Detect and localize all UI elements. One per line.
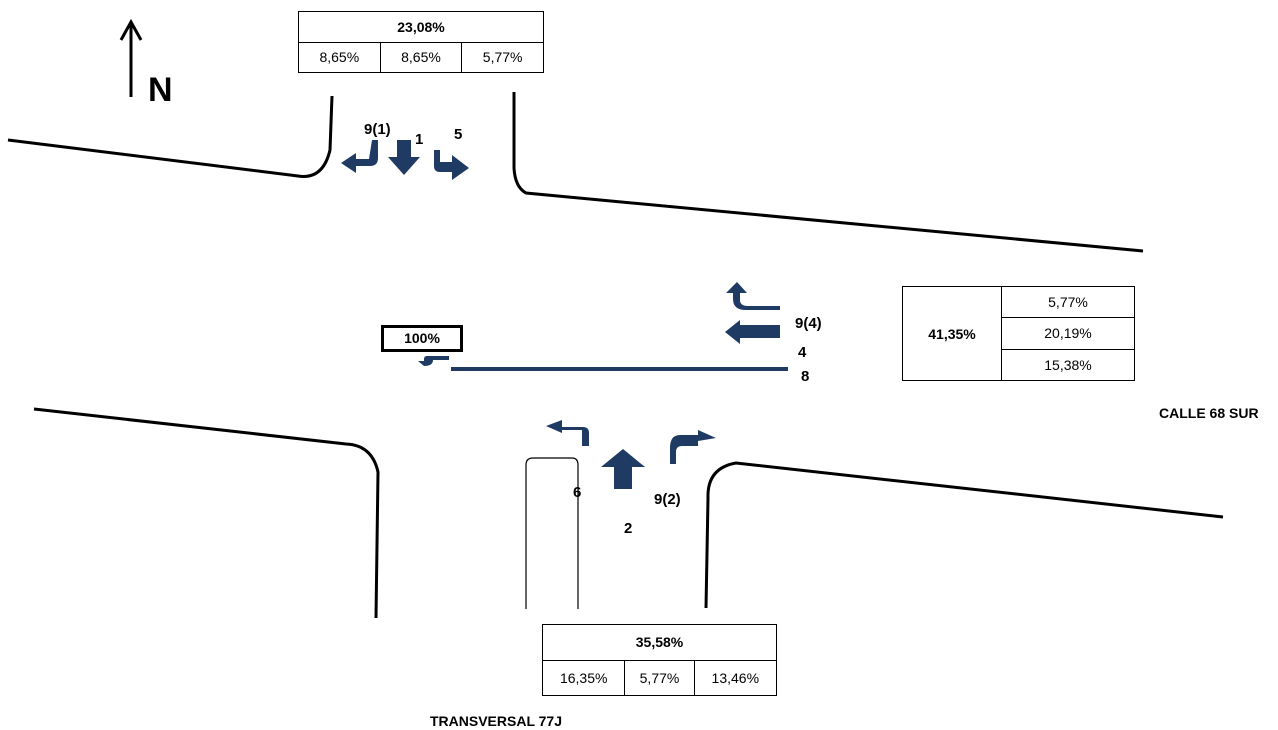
straight-arrow-icon <box>388 140 420 175</box>
road-edges <box>7 92 1224 619</box>
movement-label-east-left: 8 <box>801 368 809 385</box>
east-part: 20,19% <box>1001 317 1135 350</box>
street-label-east: CALLE 68 SUR <box>1159 405 1259 421</box>
movement-label-north-uturn: 9(1) <box>364 121 391 138</box>
south-total: 35,58% <box>542 624 777 661</box>
north-arrow-icon <box>119 18 143 97</box>
movement-label-east-through: 4 <box>798 344 807 361</box>
north-part: 5,77% <box>461 41 544 73</box>
straight-arrow-icon <box>725 320 780 344</box>
turn-arrow-icon <box>434 150 469 180</box>
north-total: 23,08% <box>298 11 544 43</box>
turn-arrow-icon <box>670 430 716 464</box>
east-total: 41,35% <box>902 286 1002 381</box>
road-edge-nw <box>7 95 334 178</box>
movement-label-south-uturn: 9(2) <box>654 491 681 508</box>
north-volume-table: 23,08% 8,65% 8,65% 5,77% <box>298 11 544 73</box>
road-edge-sw <box>33 407 380 619</box>
median-island <box>525 457 579 609</box>
south-part: 13,46% <box>693 659 778 696</box>
east-part: 5,77% <box>1001 285 1135 319</box>
turn-arrow-icon <box>546 420 589 446</box>
street-label-south: TRANSVERSAL 77J <box>430 713 562 729</box>
movement-label-north-left: 5 <box>454 126 462 143</box>
movement-label-south-through: 2 <box>624 520 632 537</box>
movement-label-north-through: 1 <box>415 131 423 148</box>
road-edge-ne <box>512 92 1144 253</box>
west-total-box: 100% <box>381 325 463 352</box>
straight-arrow-icon <box>601 449 645 489</box>
south-volume-table: 35,58% 16,35% 5,77% 13,46% <box>541 624 778 696</box>
south-part: 16,35% <box>541 659 626 696</box>
road-edge-se <box>704 461 1224 609</box>
north-part: 8,65% <box>379 41 463 73</box>
north-part: 8,65% <box>298 41 381 73</box>
movement-label-south-left: 6 <box>573 484 581 501</box>
south-part: 5,77% <box>624 659 695 696</box>
movement-label-east-uturn: 9(4) <box>795 315 822 332</box>
east-part: 15,38% <box>1001 348 1135 382</box>
east-volume-table: 41,35% 5,77% 20,19% 15,38% <box>902 285 1135 382</box>
north-label: N <box>148 71 173 109</box>
turn-arrow-icon <box>341 140 378 173</box>
turn-arrow-icon <box>726 282 780 310</box>
turn-arrow-icon <box>400 356 449 366</box>
